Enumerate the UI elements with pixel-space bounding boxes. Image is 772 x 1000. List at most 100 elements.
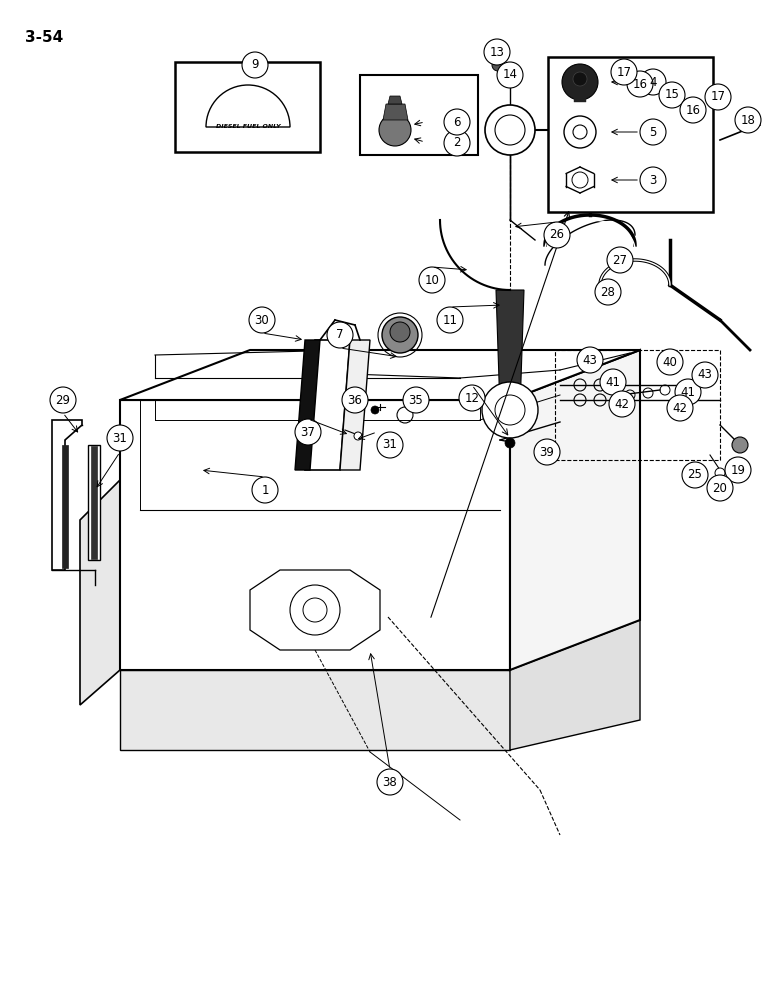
Circle shape	[667, 395, 693, 421]
Circle shape	[497, 62, 523, 88]
Circle shape	[705, 84, 731, 110]
Text: 25: 25	[688, 468, 703, 482]
Polygon shape	[510, 350, 640, 670]
Circle shape	[290, 585, 340, 635]
FancyBboxPatch shape	[175, 62, 320, 152]
Polygon shape	[120, 620, 640, 670]
Circle shape	[595, 279, 621, 305]
Text: 41: 41	[605, 375, 621, 388]
Circle shape	[371, 406, 379, 414]
Polygon shape	[120, 670, 510, 750]
Text: 3-54: 3-54	[25, 30, 63, 45]
Circle shape	[437, 307, 463, 333]
Circle shape	[675, 379, 701, 405]
Text: 30: 30	[255, 314, 269, 326]
Text: 10: 10	[425, 273, 439, 286]
Text: 3: 3	[649, 174, 657, 186]
Text: 40: 40	[662, 356, 678, 368]
Circle shape	[562, 64, 598, 100]
Circle shape	[657, 349, 683, 375]
Circle shape	[640, 119, 666, 145]
FancyBboxPatch shape	[360, 75, 478, 155]
Circle shape	[382, 317, 418, 353]
Circle shape	[327, 322, 353, 348]
Circle shape	[377, 769, 403, 795]
Text: 31: 31	[383, 438, 398, 452]
Circle shape	[482, 382, 538, 438]
Text: 12: 12	[465, 391, 479, 404]
Text: 19: 19	[730, 464, 746, 477]
Text: 42: 42	[615, 397, 629, 410]
Text: 16: 16	[686, 104, 700, 116]
Circle shape	[50, 387, 76, 413]
Text: 29: 29	[56, 393, 70, 406]
Text: 16: 16	[632, 78, 648, 91]
Circle shape	[252, 477, 278, 503]
Text: 39: 39	[540, 446, 554, 458]
Circle shape	[534, 439, 560, 465]
FancyBboxPatch shape	[548, 57, 713, 212]
Polygon shape	[496, 290, 524, 410]
Circle shape	[459, 385, 485, 411]
Circle shape	[680, 97, 706, 123]
Text: 26: 26	[550, 229, 564, 241]
Circle shape	[377, 432, 403, 458]
Text: 17: 17	[710, 91, 726, 104]
Circle shape	[390, 322, 410, 342]
Circle shape	[379, 114, 411, 146]
Circle shape	[682, 462, 708, 488]
Circle shape	[601, 121, 619, 139]
Circle shape	[735, 107, 761, 133]
Text: 27: 27	[612, 253, 628, 266]
Polygon shape	[305, 340, 350, 470]
Circle shape	[242, 52, 268, 78]
Circle shape	[573, 72, 587, 86]
Text: 15: 15	[665, 89, 679, 102]
Circle shape	[692, 362, 718, 388]
Text: 14: 14	[503, 68, 517, 82]
Circle shape	[640, 69, 666, 95]
Text: 41: 41	[680, 385, 696, 398]
Circle shape	[444, 130, 470, 156]
Polygon shape	[250, 570, 380, 650]
Text: 20: 20	[713, 482, 727, 494]
Circle shape	[659, 82, 685, 108]
Circle shape	[715, 468, 725, 478]
Text: 18: 18	[740, 113, 756, 126]
Circle shape	[564, 116, 596, 148]
Circle shape	[419, 267, 445, 293]
Circle shape	[444, 109, 470, 135]
Circle shape	[611, 59, 637, 85]
Text: 38: 38	[383, 776, 398, 788]
Polygon shape	[383, 104, 408, 120]
Circle shape	[485, 105, 535, 155]
Circle shape	[627, 71, 653, 97]
Text: 7: 7	[337, 328, 344, 342]
Text: 43: 43	[698, 368, 713, 381]
Polygon shape	[91, 446, 97, 559]
Polygon shape	[340, 340, 370, 470]
Circle shape	[607, 247, 633, 273]
Text: 35: 35	[408, 393, 423, 406]
Circle shape	[640, 167, 666, 193]
Circle shape	[624, 123, 640, 139]
Polygon shape	[120, 350, 640, 400]
Text: 5: 5	[649, 125, 657, 138]
Circle shape	[492, 59, 504, 71]
Circle shape	[354, 432, 362, 440]
Text: DIESEL FUEL ONLY: DIESEL FUEL ONLY	[215, 124, 280, 129]
Circle shape	[249, 307, 275, 333]
Text: 37: 37	[300, 426, 316, 438]
Circle shape	[667, 126, 683, 142]
Circle shape	[707, 475, 733, 501]
Polygon shape	[510, 620, 640, 750]
Text: 4: 4	[649, 76, 657, 89]
Circle shape	[107, 425, 133, 451]
Circle shape	[544, 222, 570, 248]
Circle shape	[732, 437, 748, 453]
Text: 42: 42	[672, 401, 688, 414]
Text: 17: 17	[617, 66, 631, 79]
Circle shape	[505, 438, 515, 448]
Polygon shape	[574, 92, 586, 102]
Text: 11: 11	[442, 314, 458, 326]
